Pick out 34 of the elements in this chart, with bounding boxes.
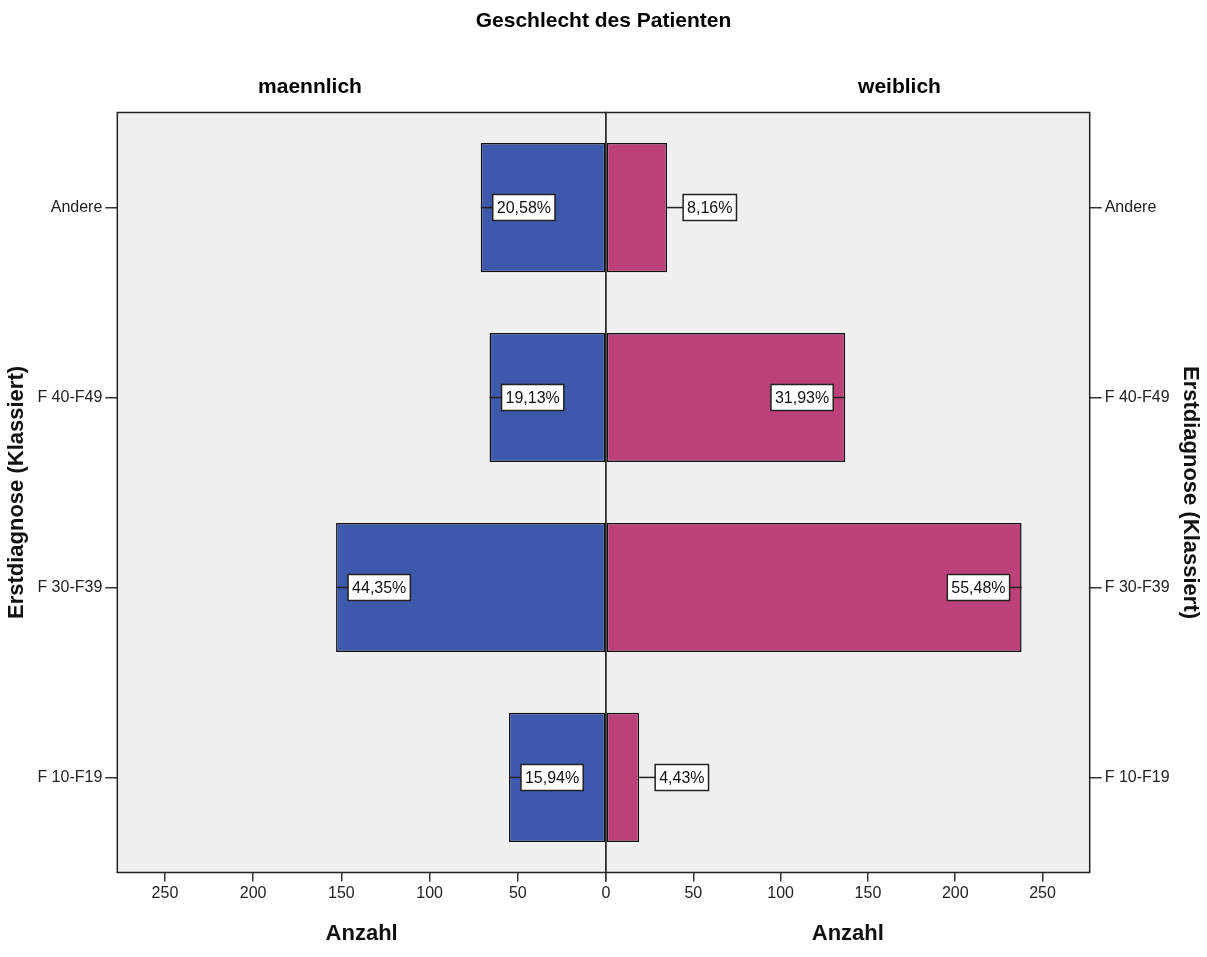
annotation: 55,48%	[951, 578, 1006, 596]
x-axis-title: Anzahl	[325, 919, 398, 945]
x-tick-label: 150	[854, 884, 882, 902]
x-tick-label: 250	[1029, 884, 1056, 902]
annotation: 19,13%	[505, 388, 560, 406]
x-tick-label: 0	[601, 884, 611, 902]
x-tick-label: 50	[684, 884, 703, 902]
x-tick-label: 200	[239, 884, 267, 902]
x-tick-label: 100	[767, 884, 795, 902]
x-tick-label: 100	[416, 884, 444, 902]
x-axis-title: Anzahl	[811, 919, 884, 945]
y-tick-label: Andere	[50, 197, 103, 215]
y-axis-title: Erstdiagnose (Klassiert)	[3, 365, 29, 620]
chart-subtitle: maennlich	[257, 73, 363, 99]
y-tick-label: Andere	[1104, 197, 1157, 215]
x-tick-label: 250	[151, 884, 179, 902]
chart-title: Geschlecht des Patienten	[474, 8, 733, 32]
y-axis-title: Erstdiagnose (Klassiert)	[1178, 365, 1204, 620]
y-tick-label: F 40-F49	[37, 387, 103, 405]
annotation: 8,16%	[687, 198, 733, 216]
x-tick-label: 150	[328, 884, 355, 902]
annotation: 44,35%	[352, 578, 407, 596]
y-tick-label: F 40-F49	[1104, 387, 1170, 405]
annotation: 31,93%	[774, 388, 830, 406]
y-tick-label: F 30-F39	[1104, 577, 1170, 595]
chart-subtitle: weiblich	[857, 73, 942, 99]
x-tick-label: 200	[941, 884, 969, 902]
y-tick-label: F 10-F19	[37, 767, 103, 785]
x-tick-label: 50	[508, 884, 527, 902]
annotation: 15,94%	[524, 768, 580, 786]
y-tick-label: F 30-F39	[37, 577, 103, 595]
annotation: 20,58%	[496, 198, 552, 216]
y-tick-label: F 10-F19	[1104, 767, 1170, 785]
annotation: 4,43%	[659, 768, 705, 786]
